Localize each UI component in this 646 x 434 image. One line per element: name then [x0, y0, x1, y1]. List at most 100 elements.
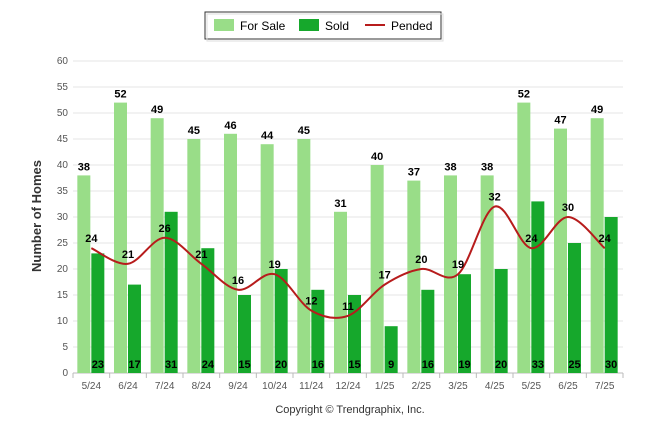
for-sale-bar: [224, 133, 237, 373]
pended-label: 11: [342, 301, 354, 313]
sold-label: 24: [202, 359, 215, 371]
legend: For Sale Sold Pended: [204, 11, 444, 42]
sold-label: 15: [238, 359, 250, 371]
sold-label: 17: [128, 359, 140, 371]
legend-label-for-sale: For Sale: [240, 19, 286, 33]
pended-label: 24: [85, 233, 98, 245]
x-tick-label: 9/24: [228, 381, 248, 392]
sold-label: 9: [388, 359, 394, 371]
sold-bar: [201, 248, 215, 373]
x-tick-label: 2/25: [412, 381, 432, 392]
sold-bar: [384, 326, 398, 373]
x-tick-label: 10/24: [262, 381, 287, 392]
copyright-text: Copyright © Trendgraphix, Inc.: [275, 404, 424, 416]
y-tick-label: 50: [57, 108, 69, 119]
for-sale-bar: [297, 139, 311, 373]
sold-label: 25: [568, 359, 580, 371]
for-sale-bar: [517, 102, 531, 373]
for-sale-label: 46: [224, 120, 236, 132]
sold-label: 23: [92, 359, 104, 371]
for-sale-bar: [407, 180, 421, 373]
sold-label: 16: [422, 359, 434, 371]
for-sale-label: 45: [298, 125, 310, 137]
for-sale-label: 37: [408, 167, 420, 179]
sold-bar: [458, 274, 471, 373]
for-sale-label: 31: [334, 198, 346, 210]
sold-bar: [238, 295, 251, 373]
y-tick-label: 55: [57, 82, 69, 93]
for-sale-label: 38: [444, 161, 456, 173]
y-tick-label: 60: [57, 56, 69, 67]
pended-label: 24: [599, 233, 612, 245]
x-tick-label: 5/25: [522, 381, 542, 392]
y-tick-label: 0: [62, 368, 68, 379]
bars: [77, 102, 618, 373]
legend-label-pended: Pended: [391, 19, 432, 33]
pended-label: 21: [195, 249, 207, 261]
x-tick-label: 11/24: [299, 381, 324, 392]
sold-label: 30: [605, 359, 617, 371]
x-axis: 5/24 6/24 7/24 8/24 9/24 10/24 11/24 12/24 1/25 2…: [72, 373, 624, 392]
sold-label: 33: [532, 359, 544, 371]
x-tick-label: 1/25: [375, 381, 395, 392]
for-sale-label: 40: [371, 151, 383, 163]
y-tick-label: 15: [57, 290, 69, 301]
x-tick-label: 3/25: [448, 381, 468, 392]
for-sale-bar: [370, 165, 384, 373]
y-tick-label: 10: [57, 316, 69, 327]
sold-bar: [91, 253, 105, 373]
for-sale-label: 38: [78, 161, 90, 173]
sold-label: 19: [458, 359, 470, 371]
pended-label: 30: [562, 202, 574, 214]
y-tick-label: 20: [57, 264, 69, 275]
x-tick-label: 8/24: [192, 381, 212, 392]
pended-label: 19: [269, 259, 281, 271]
for-sale-label: 52: [114, 89, 126, 101]
y-tick-label: 5: [62, 342, 68, 353]
pended-label: 20: [415, 254, 427, 266]
y-axis-title: Number of Homes: [29, 160, 44, 272]
x-tick-label: 6/24: [118, 381, 138, 392]
for-sale-label: 38: [481, 161, 493, 173]
y-tick-label: 40: [57, 160, 69, 171]
sold-bar: [604, 217, 618, 373]
legend-box: [204, 11, 442, 40]
y-tick-label: 25: [57, 238, 69, 249]
sold-bar: [311, 289, 325, 373]
for-sale-label: 47: [554, 115, 566, 127]
sold-bar: [494, 269, 508, 373]
pended-label: 26: [159, 223, 171, 235]
for-sale-label: 52: [518, 89, 530, 101]
for-sale-bar: [480, 175, 494, 373]
sold-label: 16: [312, 359, 324, 371]
for-sale-label: 45: [188, 125, 200, 137]
pended-label: 21: [122, 249, 134, 261]
pended-label: 17: [379, 270, 391, 282]
sold-label: 15: [348, 359, 360, 371]
legend-shadow: [206, 13, 444, 42]
y-tick-label: 30: [57, 212, 69, 223]
for-sale-bar: [77, 175, 91, 373]
sold-label: 31: [165, 359, 177, 371]
x-tick-label: 4/25: [485, 381, 505, 392]
pended-line: [90, 205, 606, 319]
x-tick-label: 6/25: [558, 381, 578, 392]
sold-bar: [568, 243, 581, 373]
sold-bar: [531, 201, 545, 373]
for-sale-label: 44: [261, 130, 274, 142]
sold-label: 20: [275, 359, 287, 371]
pended-label: 12: [305, 296, 317, 308]
sold-bar: [164, 211, 178, 373]
sold-label: 20: [495, 359, 507, 371]
for-sale-bar: [260, 144, 274, 373]
for-sale-bar: [554, 128, 567, 373]
pended-label: 32: [489, 192, 501, 204]
for-sale-bar: [334, 211, 347, 373]
legend-label-sold: Sold: [325, 19, 349, 33]
x-tick-label: 5/24: [82, 381, 102, 392]
for-sale-bar: [114, 102, 127, 373]
y-axis: 0 5 10 15 20 25 30 35 40 45 50 55 60: [57, 56, 69, 379]
legend-swatch-for-sale: [214, 19, 234, 31]
y-tick-label: 35: [57, 186, 69, 197]
